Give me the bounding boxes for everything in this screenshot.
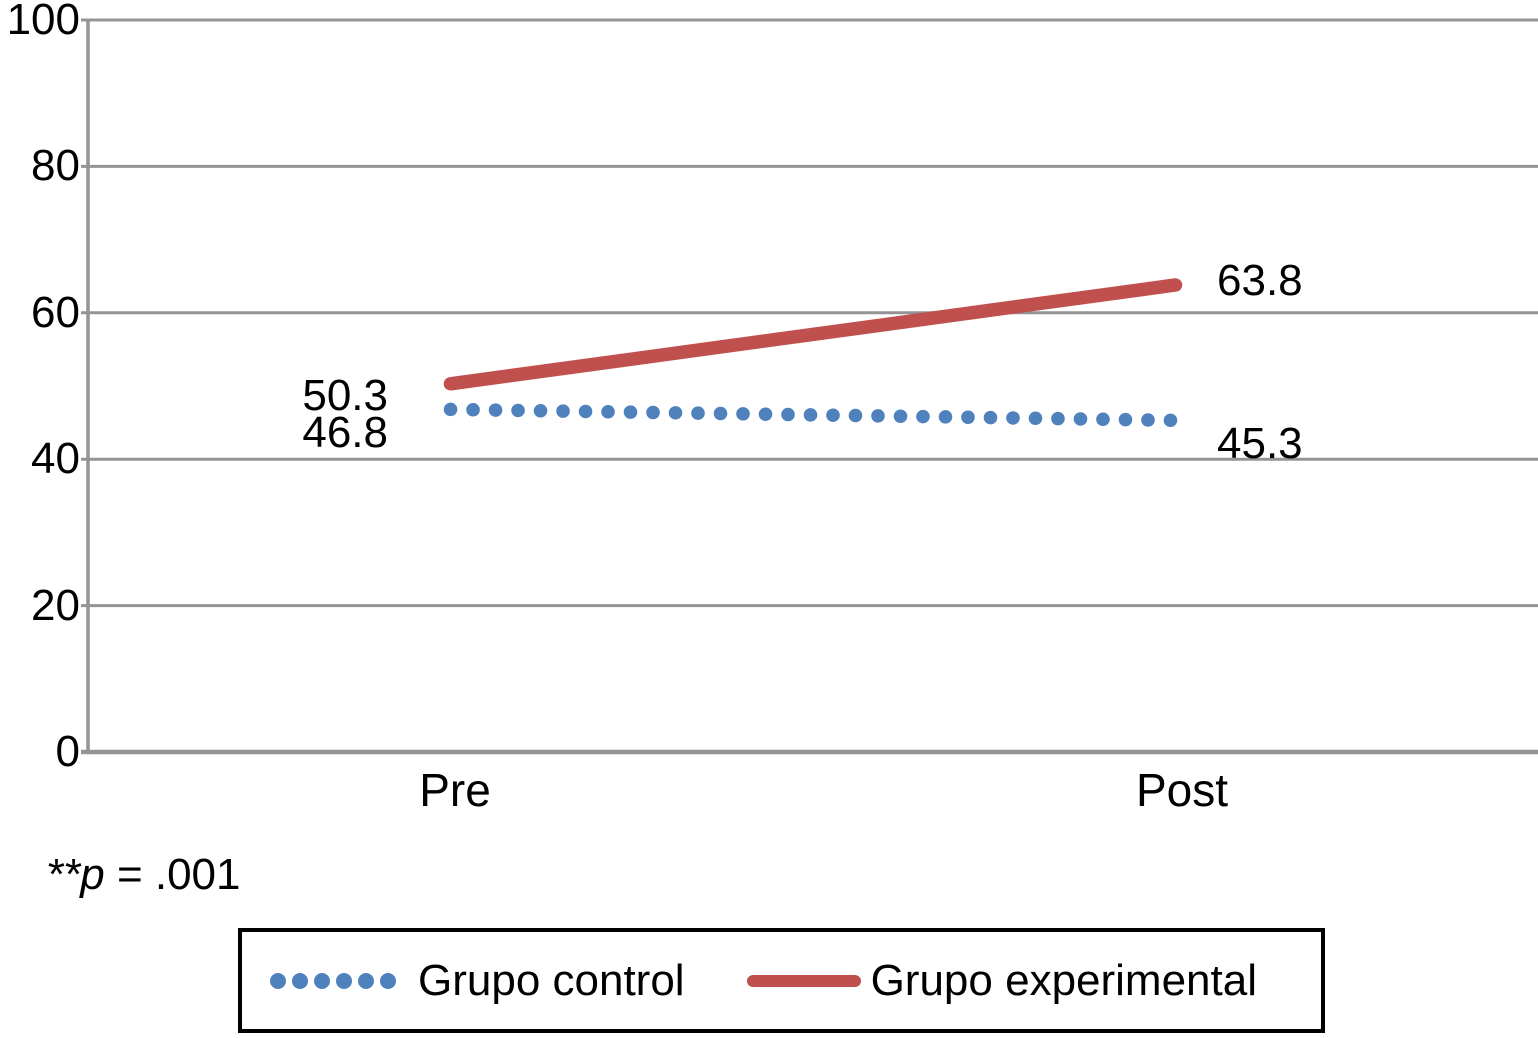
p-value-annotation: **p = .001: [46, 851, 241, 899]
control-series-marker-icon: [270, 972, 396, 989]
p-value-equals: = .001: [104, 850, 241, 899]
experimental-series-marker-icon: [746, 974, 861, 987]
data-label-control-pre: 46.8: [302, 408, 388, 457]
x-tick-label-post: Post: [1135, 764, 1229, 816]
legend-dot-icon: [292, 972, 308, 989]
legend-dot-icon: [314, 972, 330, 989]
y-tick-label-80: 80: [31, 141, 80, 190]
y-tick-label-100: 100: [6, 0, 80, 44]
legend-label-experimental: Grupo experimental: [870, 955, 1257, 1005]
x-tick-label-pre: Pre: [419, 764, 491, 816]
data-label-experimental-post: 63.8: [1217, 256, 1303, 305]
y-tick-label-0: 0: [55, 727, 80, 776]
y-tick-label-60: 60: [31, 288, 80, 337]
legend-dot-icon: [380, 972, 396, 989]
legend-dot-icon: [336, 972, 352, 989]
data-label-control-post: 45.3: [1217, 419, 1303, 468]
legend-item-experimental: Grupo experimental: [685, 955, 1257, 1005]
p-value-stars-and-p: **p: [46, 850, 105, 899]
legend-label-control: Grupo control: [418, 955, 685, 1005]
legend-dot-icon: [358, 972, 374, 989]
legend-item-control: Grupo control: [242, 955, 685, 1005]
y-tick-label-40: 40: [31, 434, 80, 483]
legend-dot-icon: [270, 972, 286, 989]
data-label-experimental-pre: 50.3: [302, 371, 388, 420]
y-tick-label-20: 20: [31, 581, 80, 630]
legend-box: Grupo control Grupo experimental: [238, 928, 1325, 1033]
